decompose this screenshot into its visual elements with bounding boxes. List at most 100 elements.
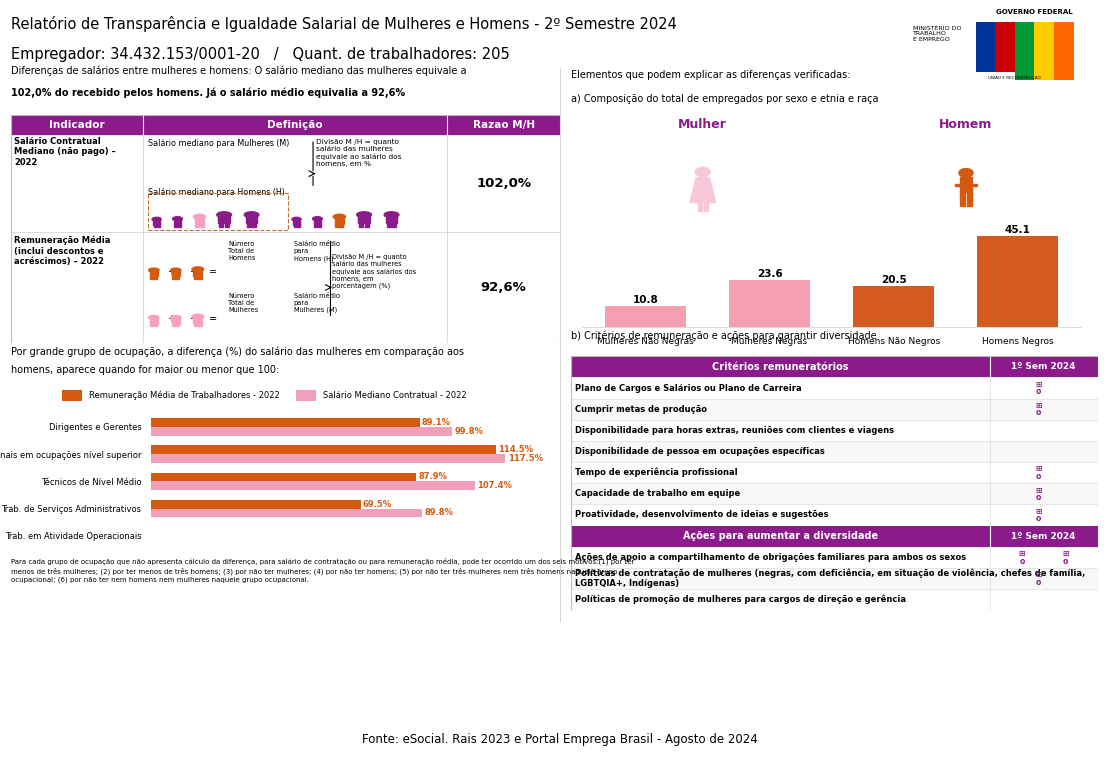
Bar [571, 356, 1098, 377]
Circle shape [959, 168, 973, 177]
Text: 114.5%: 114.5% [498, 445, 533, 454]
Bar [571, 504, 1098, 525]
Circle shape [172, 217, 183, 221]
Text: Disponibilidade de pessoa em ocupações específicas: Disponibilidade de pessoa em ocupações e… [576, 447, 825, 456]
Bar [335, 218, 344, 224]
Bar [853, 286, 934, 327]
Bar [967, 191, 971, 205]
Bar [955, 183, 960, 186]
Bar [314, 219, 321, 224]
Bar [571, 462, 1098, 484]
Text: Salário mediano para Mulheres (M): Salário mediano para Mulheres (M) [148, 139, 290, 148]
Bar [978, 236, 1058, 327]
Circle shape [170, 315, 181, 320]
Bar [200, 224, 204, 227]
Bar [194, 323, 197, 326]
Circle shape [192, 315, 204, 319]
Text: ⊞
o: ⊞ o [1062, 549, 1068, 565]
Text: 89.1%: 89.1% [422, 418, 451, 428]
Text: ⊞
o: ⊞ o [1035, 506, 1042, 523]
Bar [246, 223, 251, 227]
Text: UNIÃO E RECONSTRUÇÃO: UNIÃO E RECONSTRUÇÃO [988, 75, 1042, 80]
Text: 99.8%: 99.8% [455, 427, 483, 436]
Bar [571, 568, 1098, 589]
Bar [150, 276, 153, 279]
Text: Relatório de Transparência e Igualdade Salarial de Mulheres e Homens - 2º Semest: Relatório de Transparência e Igualdade S… [11, 16, 678, 32]
Bar [220, 223, 223, 227]
Bar [318, 224, 320, 227]
Text: 117.5%: 117.5% [507, 454, 542, 463]
Text: ⊞
o: ⊞ o [1035, 380, 1042, 396]
Text: Capacidade de trabalho em equipe: Capacidade de trabalho em equipe [576, 490, 740, 498]
Text: Salário médio
para
Homens (H): Salário médio para Homens (H) [293, 241, 339, 262]
Bar [703, 202, 708, 211]
Bar [976, 22, 995, 73]
Circle shape [149, 268, 159, 272]
Text: Disponibilidade para horas extras, reuniões com clientes e viagens: Disponibilidade para horas extras, reuni… [576, 426, 895, 435]
Bar [151, 418, 420, 427]
Text: 89.8%: 89.8% [424, 509, 452, 518]
Bar [153, 224, 156, 227]
Text: ⊞
o: ⊞ o [1035, 401, 1042, 418]
Bar [195, 218, 204, 224]
Bar [174, 219, 181, 224]
Text: 1º Sem 2024: 1º Sem 2024 [1011, 531, 1076, 540]
Text: 92,6%: 92,6% [480, 281, 526, 294]
Bar [218, 216, 230, 224]
Text: Divisão M /H = quanto
salário das mulheres
equivale ao salário dos
homens, em %: Divisão M /H = quanto salário das mulher… [316, 139, 401, 167]
Bar [296, 390, 316, 402]
Bar [11, 233, 560, 343]
Text: 102,0% do recebido pelos homens. Já o salário médio equivalia a 92,6%: 102,0% do recebido pelos homens. Já o sa… [11, 88, 405, 99]
Circle shape [312, 217, 323, 221]
Text: 87.9%: 87.9% [419, 472, 447, 481]
Text: =: = [209, 267, 217, 277]
Text: Tempo de experiência profissional: Tempo de experiência profissional [576, 468, 738, 478]
Bar [151, 446, 496, 454]
Bar [386, 223, 391, 227]
Text: ⊞
o: ⊞ o [1019, 549, 1025, 565]
Bar [990, 356, 1098, 377]
Text: Divisão M /H = quanto
salário das mulheres
equivale aos salários dos
homens, em
: Divisão M /H = quanto salário das mulher… [333, 255, 417, 290]
Circle shape [170, 268, 181, 272]
Bar [571, 420, 1098, 441]
Text: =: = [209, 314, 217, 324]
Bar [972, 183, 977, 186]
Circle shape [244, 211, 259, 218]
Bar [995, 22, 1015, 73]
Bar [571, 441, 1098, 462]
Bar [194, 318, 203, 324]
Text: 102,0%: 102,0% [476, 177, 531, 190]
Text: ⊞
o: ⊞ o [1035, 486, 1042, 502]
Text: Por grande grupo de ocupação, a diferença (%) do salário das mulheres em compara: Por grande grupo de ocupação, a diferenç… [11, 346, 464, 357]
Bar [698, 202, 702, 211]
Text: b) Critérios de remuneração e ações para garantir diversidade: b) Critérios de remuneração e ações para… [571, 330, 877, 341]
Bar [1054, 22, 1073, 80]
Text: homens, aparece quando for maior ou menor que 100:: homens, aparece quando for maior ou meno… [11, 365, 280, 374]
Text: 23.6: 23.6 [757, 268, 783, 278]
Bar [177, 276, 179, 279]
Bar [385, 216, 398, 224]
Text: ⊞
o: ⊞ o [1035, 570, 1042, 587]
Bar [148, 193, 288, 230]
Bar [198, 323, 202, 326]
Bar [172, 324, 175, 326]
Text: Critérios remuneratórios: Critérios remuneratórios [712, 362, 849, 372]
Text: Homem: Homem [940, 117, 992, 131]
Circle shape [384, 211, 399, 218]
Bar [360, 223, 363, 227]
Bar [252, 223, 256, 227]
Text: Para cada grupo de ocupação que não apresenta cálculo da diferença, para salário: Para cada grupo de ocupação que não apre… [11, 557, 635, 583]
Bar [571, 547, 1098, 568]
Bar [151, 500, 361, 509]
Text: Remuneração Média
(inclui descontos e
acréscimos) – 2022: Remuneração Média (inclui descontos e ac… [13, 236, 110, 266]
Bar [195, 224, 198, 227]
Text: 10.8: 10.8 [633, 295, 659, 305]
Bar [194, 270, 203, 276]
Text: GOVERNO FEDERAL: GOVERNO FEDERAL [996, 9, 1073, 15]
Bar [171, 271, 180, 276]
Circle shape [357, 211, 372, 218]
Text: Ações para aumentar a diversidade: Ações para aumentar a diversidade [683, 531, 878, 541]
Text: Cumprir metas de produção: Cumprir metas de produção [576, 405, 708, 414]
Bar [171, 318, 180, 324]
Bar [153, 220, 160, 224]
